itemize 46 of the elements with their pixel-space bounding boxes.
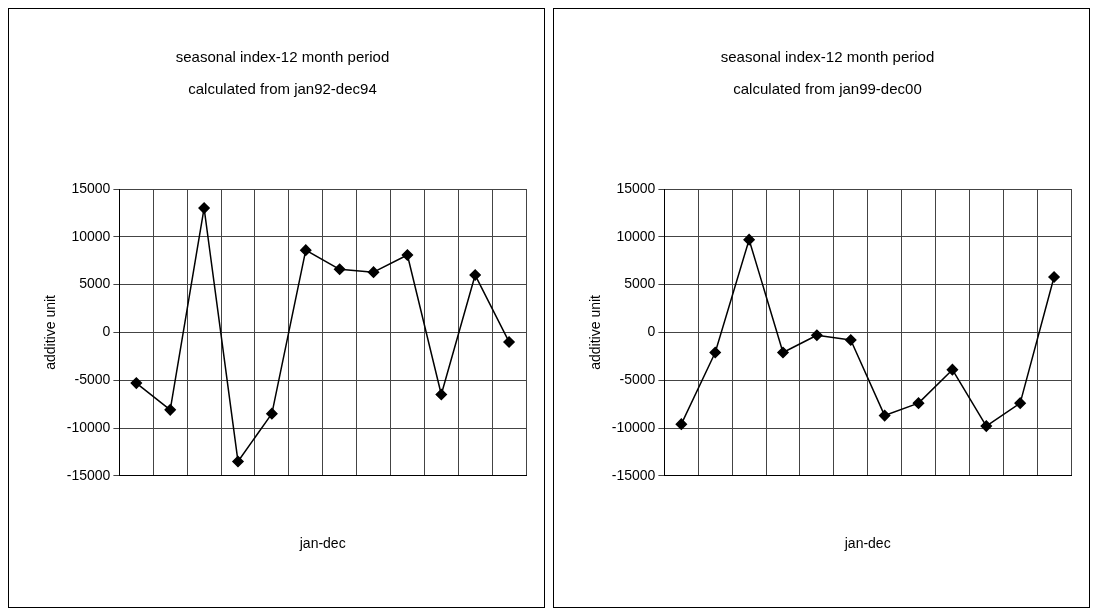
y-tick-label: 10000 [71, 227, 111, 244]
y-tick-label: 0 [102, 323, 111, 340]
point [503, 336, 515, 348]
point [435, 388, 448, 401]
point [164, 404, 176, 416]
point [1048, 271, 1060, 283]
point [469, 269, 481, 281]
point [198, 202, 210, 214]
point [777, 346, 789, 359]
point [333, 263, 346, 276]
point [1014, 397, 1026, 409]
y-tick-label: -5000 [619, 371, 656, 388]
point [912, 397, 925, 409]
point [811, 329, 823, 342]
y-tick-label: -5000 [74, 371, 111, 388]
chart-title: seasonal index-12 month period [175, 48, 390, 66]
point [401, 249, 414, 261]
y-axis-title: additive unit [587, 294, 604, 370]
point [878, 409, 891, 422]
point [300, 244, 312, 256]
point [266, 407, 278, 420]
y-tick-label: 0 [647, 323, 656, 340]
y-tick-label: 15000 [616, 179, 656, 196]
chart-subtitle: calculated from jan92-dec94 [188, 80, 377, 98]
point [946, 363, 959, 376]
chart-subtitle: calculated from jan99-dec00 [733, 80, 922, 98]
point [367, 266, 380, 278]
y-tick-label: -10000 [66, 418, 111, 435]
point [980, 420, 993, 432]
y-tick-label: -15000 [66, 466, 111, 483]
y-tick-label: 5000 [624, 275, 656, 292]
x-axis-title: jan-dec [298, 535, 346, 552]
y-axis-title: additive unit [42, 294, 59, 370]
point [675, 418, 688, 430]
y-tick-label: 10000 [616, 227, 656, 244]
x-axis-title: jan-dec [843, 535, 891, 552]
y-tick-label: -15000 [611, 466, 656, 483]
point [130, 377, 143, 389]
y-tick-label: 15000 [71, 179, 111, 196]
y-tick-label: 5000 [79, 275, 111, 292]
point [709, 346, 721, 359]
chart-title: seasonal index-12 month period [720, 48, 935, 66]
point [743, 233, 755, 246]
y-tick-label: -10000 [611, 418, 656, 435]
point [232, 455, 244, 468]
point [845, 334, 857, 346]
